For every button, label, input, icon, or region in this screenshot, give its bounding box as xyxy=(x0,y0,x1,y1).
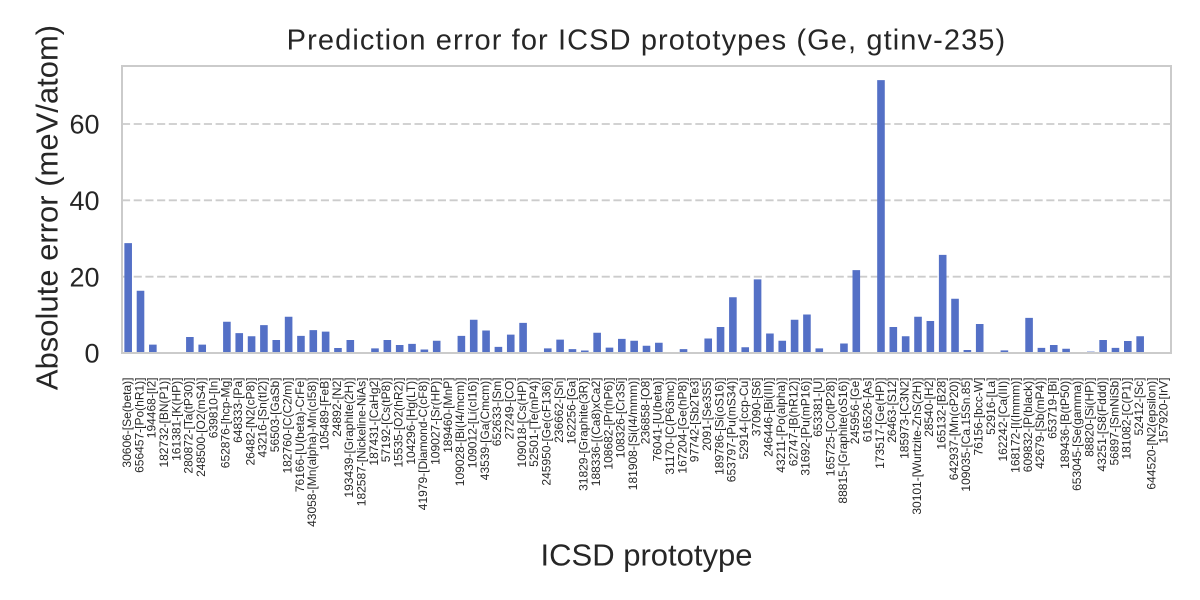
svg-text:653045-[Se(gamma)]: 653045-[Se(gamma)] xyxy=(1070,378,1084,491)
svg-text:56897-[SmNiSb]: 56897-[SmNiSb] xyxy=(1107,378,1121,466)
svg-text:15535-[O2(hR2)]: 15535-[O2(hR2)] xyxy=(391,378,405,468)
svg-text:248500-[O2(mS4)]: 248500-[O2(mS4)] xyxy=(194,378,208,477)
svg-text:167204-[Ge(hP8)]: 167204-[Ge(hP8)] xyxy=(675,378,689,474)
svg-text:193439-[Graphite(2H)]: 193439-[Graphite(2H)] xyxy=(342,378,356,498)
svg-text:105489-[FeB]: 105489-[FeB] xyxy=(317,378,331,451)
svg-text:97742-[Sb2Te3]: 97742-[Sb2Te3] xyxy=(688,378,702,463)
svg-text:30606-[Se(beta)]: 30606-[Se(beta)] xyxy=(120,378,134,468)
svg-text:173517-[Ge(HP)]: 173517-[Ge(HP)] xyxy=(873,378,887,469)
svg-text:185973-[C3N2]: 185973-[C3N2] xyxy=(897,378,911,459)
svg-text:181082-[C(P1)]: 181082-[C(P1)] xyxy=(1120,378,1134,460)
svg-text:26482-[N2(cP8)]: 26482-[N2(cP8)] xyxy=(243,378,257,466)
svg-text:57192-[Cs(tP8)]: 57192-[Cs(tP8)] xyxy=(379,378,393,463)
svg-text:76041-[U(beta)]: 76041-[U(beta)] xyxy=(651,378,665,462)
svg-text:642937-[Mn(cP20)]: 642937-[Mn(cP20)] xyxy=(947,378,961,481)
svg-text:43058-[Mn(alpha)-Mn(cI58)]: 43058-[Mn(alpha)-Mn(cI58)] xyxy=(305,378,319,527)
svg-text:181908-[Si(I4/mmm)]: 181908-[Si(I4/mmm)] xyxy=(626,378,640,491)
svg-text:165725-[Co(tP28)]: 165725-[Co(tP28)] xyxy=(823,378,837,477)
svg-text:41979-[Diamond-C(cF8)]: 41979-[Diamond-C(cF8)] xyxy=(416,378,430,511)
svg-text:52914-[ccp-Cu]: 52914-[ccp-Cu] xyxy=(737,378,751,460)
svg-text:28540-[H2]: 28540-[H2] xyxy=(922,378,936,437)
svg-text:20: 20 xyxy=(69,262,99,292)
svg-text:Prediction error for ICSD prot: Prediction error for ICSD prototypes (Ge… xyxy=(287,25,1007,57)
svg-text:109027-[Sr(HP)]: 109027-[Sr(HP)] xyxy=(429,378,443,465)
svg-text:ICSD prototype: ICSD prototype xyxy=(541,538,753,573)
svg-text:653797-[Pu(mS34)]: 653797-[Pu(mS34)] xyxy=(725,378,739,483)
svg-text:187431-[CaHg2]: 187431-[CaHg2] xyxy=(367,378,381,466)
svg-text:109012-[Li(cI16)]: 109012-[Li(cI16)] xyxy=(466,378,480,469)
svg-text:108326-[Cr3Si]: 108326-[Cr3Si] xyxy=(614,378,628,459)
svg-text:189436-[B(tP50)]: 189436-[B(tP50)] xyxy=(1058,378,1072,469)
svg-text:109035-[Ca.15Sn.85]: 109035-[Ca.15Sn.85] xyxy=(959,378,973,492)
svg-text:88820-[Si(HP)]: 88820-[Si(HP)] xyxy=(1083,378,1097,457)
svg-text:162256-[Ga]: 162256-[Ga] xyxy=(564,378,578,445)
svg-text:24892-[N2]: 24892-[N2] xyxy=(330,378,344,437)
svg-text:639810-[In]: 639810-[In] xyxy=(206,378,220,439)
svg-text:Absolute error (meV/atom): Absolute error (meV/atom) xyxy=(30,25,65,390)
svg-text:189786-[Si(oS16)]: 189786-[Si(oS16)] xyxy=(712,378,726,475)
svg-text:40: 40 xyxy=(69,186,99,216)
svg-text:616526-[As]: 616526-[As] xyxy=(860,378,874,443)
svg-text:236662-[Sn]: 236662-[Sn] xyxy=(552,378,566,443)
svg-text:656457-[Po(hR1)]: 656457-[Po(hR1)] xyxy=(132,378,146,473)
svg-text:109028-[Bi(I4/mcm)]: 109028-[Bi(I4/mcm)] xyxy=(453,378,467,487)
svg-text:246446-[Bi(III)]: 246446-[Bi(III)] xyxy=(762,378,776,457)
svg-text:52412-[Sc]: 52412-[Sc] xyxy=(1132,378,1146,436)
svg-text:104296-[Hg(LT)]: 104296-[Hg(LT)] xyxy=(404,378,418,465)
svg-text:236858-[O8]: 236858-[O8] xyxy=(638,378,652,445)
svg-text:108682-[Pr(hP6)]: 108682-[Pr(hP6)] xyxy=(601,378,615,470)
svg-text:194468-[I2]: 194468-[I2] xyxy=(145,378,159,439)
svg-text:609832-[P(black)]: 609832-[P(black)] xyxy=(1021,378,1035,473)
svg-text:43251-[S8(Fddd)]: 43251-[S8(Fddd)] xyxy=(1095,378,1109,472)
svg-text:27249-[CO]: 27249-[CO] xyxy=(503,378,517,440)
svg-text:161381-[K(HP)]: 161381-[K(HP)] xyxy=(169,378,183,461)
svg-text:60: 60 xyxy=(69,110,99,140)
svg-text:43211-[Po(alpha)]: 43211-[Po(alpha)] xyxy=(774,378,788,473)
svg-text:188336-[(Ca8)xCa2]: 188336-[(Ca8)xCa2] xyxy=(589,378,603,487)
svg-text:189460-[MnP]: 189460-[MnP] xyxy=(441,378,455,453)
svg-text:652876-[hcp-Mg]: 652876-[hcp-Mg] xyxy=(219,378,233,469)
svg-text:88815-[Graphite(oS16)]: 88815-[Graphite(oS16)] xyxy=(836,378,850,504)
svg-text:31692-[Pu(mP16)]: 31692-[Pu(mP16)] xyxy=(799,378,813,476)
svg-text:653381-[U]: 653381-[U] xyxy=(811,378,825,437)
svg-text:652633-[Sm]: 652633-[Sm] xyxy=(490,378,504,447)
svg-text:157920-[IrV]: 157920-[IrV] xyxy=(1157,378,1171,444)
svg-text:76156-[bcc-W]: 76156-[bcc-W] xyxy=(972,378,986,456)
svg-text:56503-[GaSb]: 56503-[GaSb] xyxy=(268,378,282,453)
svg-text:52501-[Te(mP4)]: 52501-[Te(mP4)] xyxy=(527,378,541,467)
svg-text:31829-[Graphite(3R)]: 31829-[Graphite(3R)] xyxy=(577,378,591,491)
svg-text:245950-[Ge(cF136)]: 245950-[Ge(cF136)] xyxy=(540,378,554,486)
svg-text:182587-[Nickeline-NiAs]: 182587-[Nickeline-NiAs] xyxy=(354,378,368,507)
svg-text:43216-[Sn(tI2)]: 43216-[Sn(tI2)] xyxy=(256,378,270,458)
svg-text:182760-[C(C2/m)]: 182760-[C(C2/m)] xyxy=(280,378,294,474)
svg-text:182732-[BN(P1)]: 182732-[BN(P1)] xyxy=(157,378,171,468)
svg-text:30101-[Wurtzite-ZnS(2H)]: 30101-[Wurtzite-ZnS(2H)] xyxy=(910,378,924,515)
svg-text:43539-[Ga(Cmcm)]: 43539-[Ga(Cmcm)] xyxy=(478,378,492,481)
svg-text:648333-[Pa]: 648333-[Pa] xyxy=(231,378,245,443)
svg-text:644520-[N2(epsilon)]: 644520-[N2(epsilon)] xyxy=(1144,378,1158,490)
svg-text:26463-[S12]: 26463-[S12] xyxy=(885,378,899,443)
svg-text:31170-[C(P63mc)]: 31170-[C(P63mc)] xyxy=(663,378,677,475)
svg-text:62747-[B(hR12)]: 62747-[B(hR12)] xyxy=(786,378,800,467)
svg-text:52916-[La]: 52916-[La] xyxy=(984,378,998,435)
svg-text:109018-[Cs(HP)]: 109018-[Cs(HP)] xyxy=(515,378,529,468)
svg-text:37090-[S6]: 37090-[S6] xyxy=(749,378,763,437)
svg-text:2091-[Se3S5]: 2091-[Se3S5] xyxy=(700,378,714,451)
svg-text:280872-[Ta(tP30)]: 280872-[Ta(tP30)] xyxy=(182,378,196,474)
svg-text:245956-[Ge]: 245956-[Ge] xyxy=(848,378,862,445)
svg-text:76166-[U(beta)-CrFe]: 76166-[U(beta)-CrFe] xyxy=(293,378,307,493)
svg-text:42679-[Sb(mP4)]: 42679-[Sb(mP4)] xyxy=(1033,378,1047,469)
svg-text:168172-[I(Immm)]: 168172-[I(Immm)] xyxy=(1009,378,1023,473)
svg-text:0: 0 xyxy=(84,339,99,369)
svg-text:653719-[Bi]: 653719-[Bi] xyxy=(1046,378,1060,439)
svg-text:162242-[Ca(III)]: 162242-[Ca(III)] xyxy=(996,378,1010,462)
svg-text:165132-[B28]: 165132-[B28] xyxy=(934,378,948,450)
